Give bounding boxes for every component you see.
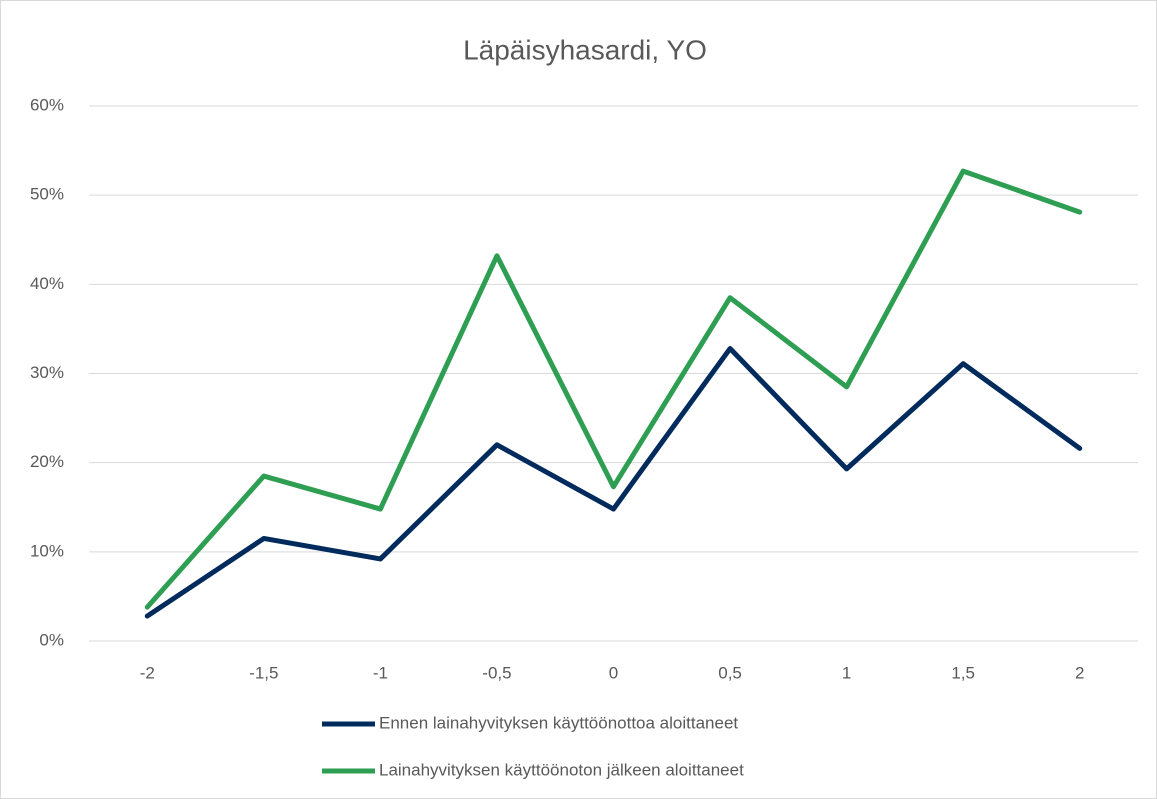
- y-tick-label: 30%: [30, 363, 64, 382]
- y-tick-label: 40%: [30, 274, 64, 293]
- series-line: [144, 168, 1083, 610]
- legend-label: Ennen lainahyvityksen käyttöönottoa aloi…: [379, 713, 738, 732]
- y-tick-label: 10%: [30, 541, 64, 560]
- x-tick-label: 1: [842, 663, 851, 682]
- x-tick-label: -1,5: [249, 663, 278, 682]
- chart-title: Läpäisyhasardi, YO: [463, 34, 707, 65]
- x-tick-label: -0,5: [482, 663, 511, 682]
- x-tick-label: -2: [140, 663, 155, 682]
- y-tick-label: 60%: [30, 95, 64, 114]
- y-tick-label: 20%: [30, 452, 64, 471]
- x-tick-label: 0,5: [718, 663, 742, 682]
- x-tick-label: 1,5: [951, 663, 975, 682]
- x-tick-label: 2: [1075, 663, 1084, 682]
- x-tick-label: 0: [609, 663, 618, 682]
- legend-label: Lainahyvityksen käyttöönoton jälkeen alo…: [379, 760, 744, 779]
- y-tick-label: 50%: [30, 185, 64, 204]
- x-tick-label: -1: [373, 663, 388, 682]
- series-line: [144, 346, 1083, 619]
- y-tick-label: 0%: [39, 630, 64, 649]
